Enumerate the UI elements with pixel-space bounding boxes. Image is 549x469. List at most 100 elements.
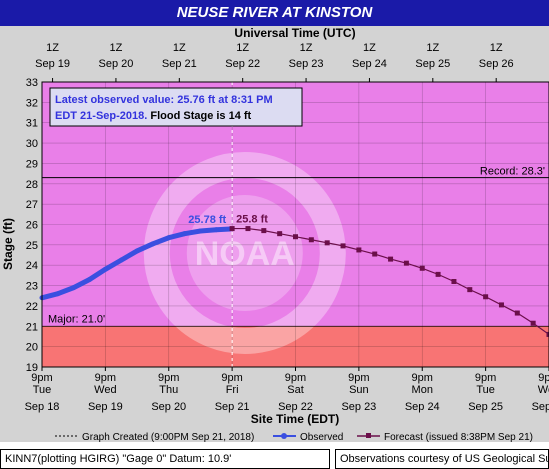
y-axis: 19 20 21 22 23 24 25 26 27 28 29 30 31 32 33 bbox=[26, 77, 38, 374]
forecast-point bbox=[324, 240, 330, 246]
forecast-point bbox=[388, 256, 394, 262]
top-tick-label-date: Sep 25 bbox=[415, 58, 450, 70]
forecast-point bbox=[498, 302, 504, 308]
top-axis: Universal Time (UTC) 1Z Sep 19 1Z Sep 20 1Z S… bbox=[35, 26, 514, 82]
forecast-point bbox=[530, 320, 536, 326]
forecast-point bbox=[356, 247, 362, 253]
top-tick-label-time: 1Z bbox=[110, 42, 123, 54]
bottom-tick-label-day: Fri bbox=[226, 384, 239, 396]
top-tick-label-date: Sep 19 bbox=[35, 58, 70, 70]
bottom-tick-label-time: 9pm bbox=[95, 372, 116, 384]
y-tick-label: 29 bbox=[26, 158, 38, 170]
legend: Graph Created (9:00PM Sep 21, 2018) Obse… bbox=[0, 426, 549, 446]
y-tick-label: 30 bbox=[26, 138, 38, 150]
legend-observed-label: Observed bbox=[300, 432, 343, 443]
y-tick-label: 23 bbox=[26, 281, 38, 293]
hydrograph-chart: Universal Time (UTC) 1Z Sep 19 1Z Sep 20 1Z S… bbox=[0, 26, 549, 442]
y-tick-label: 19 bbox=[26, 362, 38, 374]
bottom-tick-label-day: Sat bbox=[287, 384, 304, 396]
top-tick-label-time: 1Z bbox=[490, 42, 503, 54]
forecast-point bbox=[467, 287, 473, 293]
bottom-tick-label-day: Wed bbox=[94, 384, 116, 396]
noaa-watermark: NOAA bbox=[195, 235, 295, 273]
observed-point bbox=[197, 228, 203, 234]
noaa-seal-center bbox=[186, 195, 303, 311]
forecast-point bbox=[340, 243, 346, 249]
top-tick-label-time: 1Z bbox=[46, 42, 59, 54]
y-tick-label: 21 bbox=[26, 321, 38, 333]
y-tick-label: 25 bbox=[26, 240, 38, 252]
bottom-tick-label-day: Tue bbox=[476, 384, 495, 396]
bottom-tick-label-date: Sep 23 bbox=[341, 401, 376, 413]
bottom-tick-label-time: 9pm bbox=[285, 372, 306, 384]
legend-forecast-label: Forecast (issued 8:38PM Sep 21) bbox=[384, 432, 533, 443]
forecast-point bbox=[261, 228, 267, 234]
top-tick-label-time: 1Z bbox=[173, 42, 186, 54]
x-axis-title: Site Time (EDT) bbox=[251, 412, 339, 426]
y-tick-label: 31 bbox=[26, 118, 38, 130]
bottom-tick-label-day: Thu bbox=[159, 384, 178, 396]
bottom-tick-label-date: Sep 19 bbox=[88, 401, 123, 413]
top-tick-label-time: 1Z bbox=[236, 42, 249, 54]
bottom-tick-label-day: Tue bbox=[33, 384, 52, 396]
forecast-point bbox=[546, 331, 549, 337]
bottom-tick-label-date: Sep 18 bbox=[25, 401, 60, 413]
observed-point bbox=[55, 291, 61, 297]
y-tick-label: 33 bbox=[26, 77, 38, 89]
forecast-point bbox=[483, 294, 489, 300]
observed-point bbox=[150, 241, 156, 247]
forecast-point bbox=[435, 271, 441, 277]
y-axis-title: Stage (ft) bbox=[1, 218, 15, 270]
y-tick-label: 32 bbox=[26, 97, 38, 109]
y-tick-label: 20 bbox=[26, 342, 38, 354]
footer-credit: Observations courtesy of US Geological S… bbox=[335, 449, 549, 469]
chart-title: NEUSE RIVER AT KINSTON bbox=[0, 0, 549, 26]
bottom-tick-label-day: Sun bbox=[349, 384, 369, 396]
bottom-tick-label-date: Sep 25 bbox=[468, 401, 503, 413]
top-tick-label-time: 1Z bbox=[300, 42, 313, 54]
top-tick-label-date: Sep 23 bbox=[289, 58, 324, 70]
observed-point bbox=[134, 248, 140, 254]
forecast-point bbox=[514, 310, 520, 316]
bottom-tick-label-date: Sep 20 bbox=[151, 401, 186, 413]
bottom-tick-label-date: Sep 26 bbox=[532, 401, 549, 413]
observed-point bbox=[182, 231, 188, 237]
forecast-point bbox=[372, 251, 378, 257]
info-box bbox=[49, 87, 303, 127]
top-tick-label-date: Sep 26 bbox=[479, 58, 514, 70]
y-tick-label: 26 bbox=[26, 220, 38, 232]
forecast-point bbox=[451, 279, 457, 284]
bottom-tick-label-date: Sep 21 bbox=[215, 401, 250, 413]
observed-point bbox=[71, 285, 77, 291]
info-date: EDT 21-Sep-2018. bbox=[55, 110, 150, 122]
bottom-tick-label-time: 9pm bbox=[221, 372, 242, 384]
bottom-tick-label-time: 9pm bbox=[158, 372, 179, 384]
forecast-point bbox=[229, 226, 235, 232]
plot-area: NOAA Record: 28.3' Major: 21.0' 25.78 ft 25.… bbox=[39, 81, 549, 368]
forecast-point bbox=[277, 231, 283, 237]
bottom-tick-label-time: 9pm bbox=[475, 372, 496, 384]
record-label: Record: 28.3' bbox=[480, 166, 545, 178]
plot-background bbox=[42, 82, 549, 367]
observed-point bbox=[102, 266, 108, 272]
forecast-point bbox=[293, 234, 298, 240]
top-tick-label-date: Sep 22 bbox=[225, 58, 260, 70]
major-flood-band bbox=[42, 326, 549, 367]
info-date-flood-stage: EDT 21-Sep-2018. Flood Stage is 14 ft bbox=[55, 110, 252, 122]
legend-observed-marker bbox=[281, 433, 287, 439]
y-tick-label: 24 bbox=[26, 260, 38, 272]
forecast-point bbox=[403, 260, 409, 266]
top-tick-label-date: Sep 24 bbox=[352, 58, 387, 70]
top-axis-title: Universal Time (UTC) bbox=[234, 26, 355, 40]
y-tick-label: 22 bbox=[26, 301, 38, 313]
forecast-point bbox=[245, 226, 251, 232]
bottom-tick-label-time: 9pm bbox=[412, 372, 433, 384]
forecast-point bbox=[419, 265, 425, 271]
legend-forecast-marker bbox=[366, 433, 371, 438]
observed-point bbox=[87, 276, 93, 282]
bottom-tick-label-day: Mon bbox=[412, 384, 433, 396]
top-tick-label-date: Sep 20 bbox=[99, 58, 134, 70]
observed-point bbox=[213, 227, 219, 233]
bottom-tick-label-day: Wed bbox=[538, 384, 549, 396]
observed-value-label: 25.78 ft bbox=[188, 214, 226, 226]
